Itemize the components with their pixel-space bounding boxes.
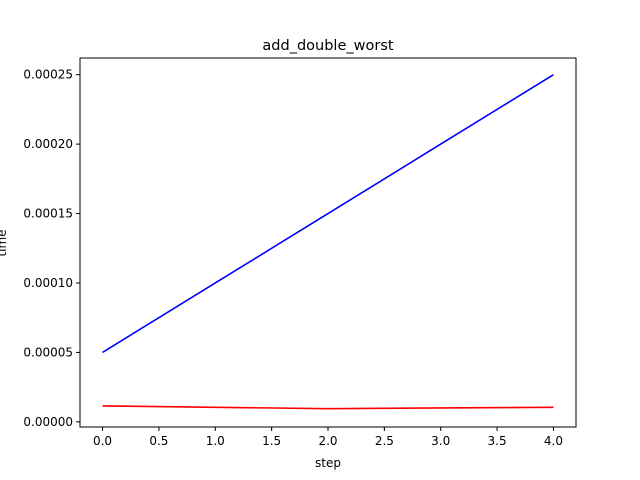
x-tick-label: 2.5 <box>375 434 394 448</box>
x-tick-label: 3.5 <box>488 434 507 448</box>
plot-frame <box>79 57 577 428</box>
y-axis-ticks: 0.00000 0.00005 0.00010 0.00015 0.00020 0.000… <box>23 68 80 429</box>
x-tick-label: 0.5 <box>149 434 168 448</box>
chart-title: add_double_worst <box>262 38 393 54</box>
series-group <box>102 73 554 410</box>
x-tick-label: 4.0 <box>544 434 563 448</box>
y-tick-label: 0.00020 <box>23 137 73 151</box>
y-tick-label: 0.00005 <box>23 345 73 359</box>
y-tick-label: 0.00000 <box>23 415 73 429</box>
y-tick-label: 0.00010 <box>23 276 73 290</box>
x-tick-label: 1.5 <box>262 434 281 448</box>
y-tick-label: 0.00025 <box>23 68 73 82</box>
x-tick-label: 1.0 <box>206 434 225 448</box>
x-axis-label: step <box>315 456 341 470</box>
y-tick-label: 0.00015 <box>23 207 73 221</box>
x-tick-label: 2.0 <box>318 434 337 448</box>
x-tick-label: 3.0 <box>431 434 450 448</box>
series-line-1 <box>102 73 554 354</box>
series-line-2 <box>102 405 554 410</box>
y-axis-label: time <box>0 229 9 256</box>
x-axis-ticks: 0.0 0.5 1.0 1.5 2.0 2.5 3.0 3.5 4.0 <box>93 427 563 448</box>
x-tick-label: 0.0 <box>93 434 112 448</box>
